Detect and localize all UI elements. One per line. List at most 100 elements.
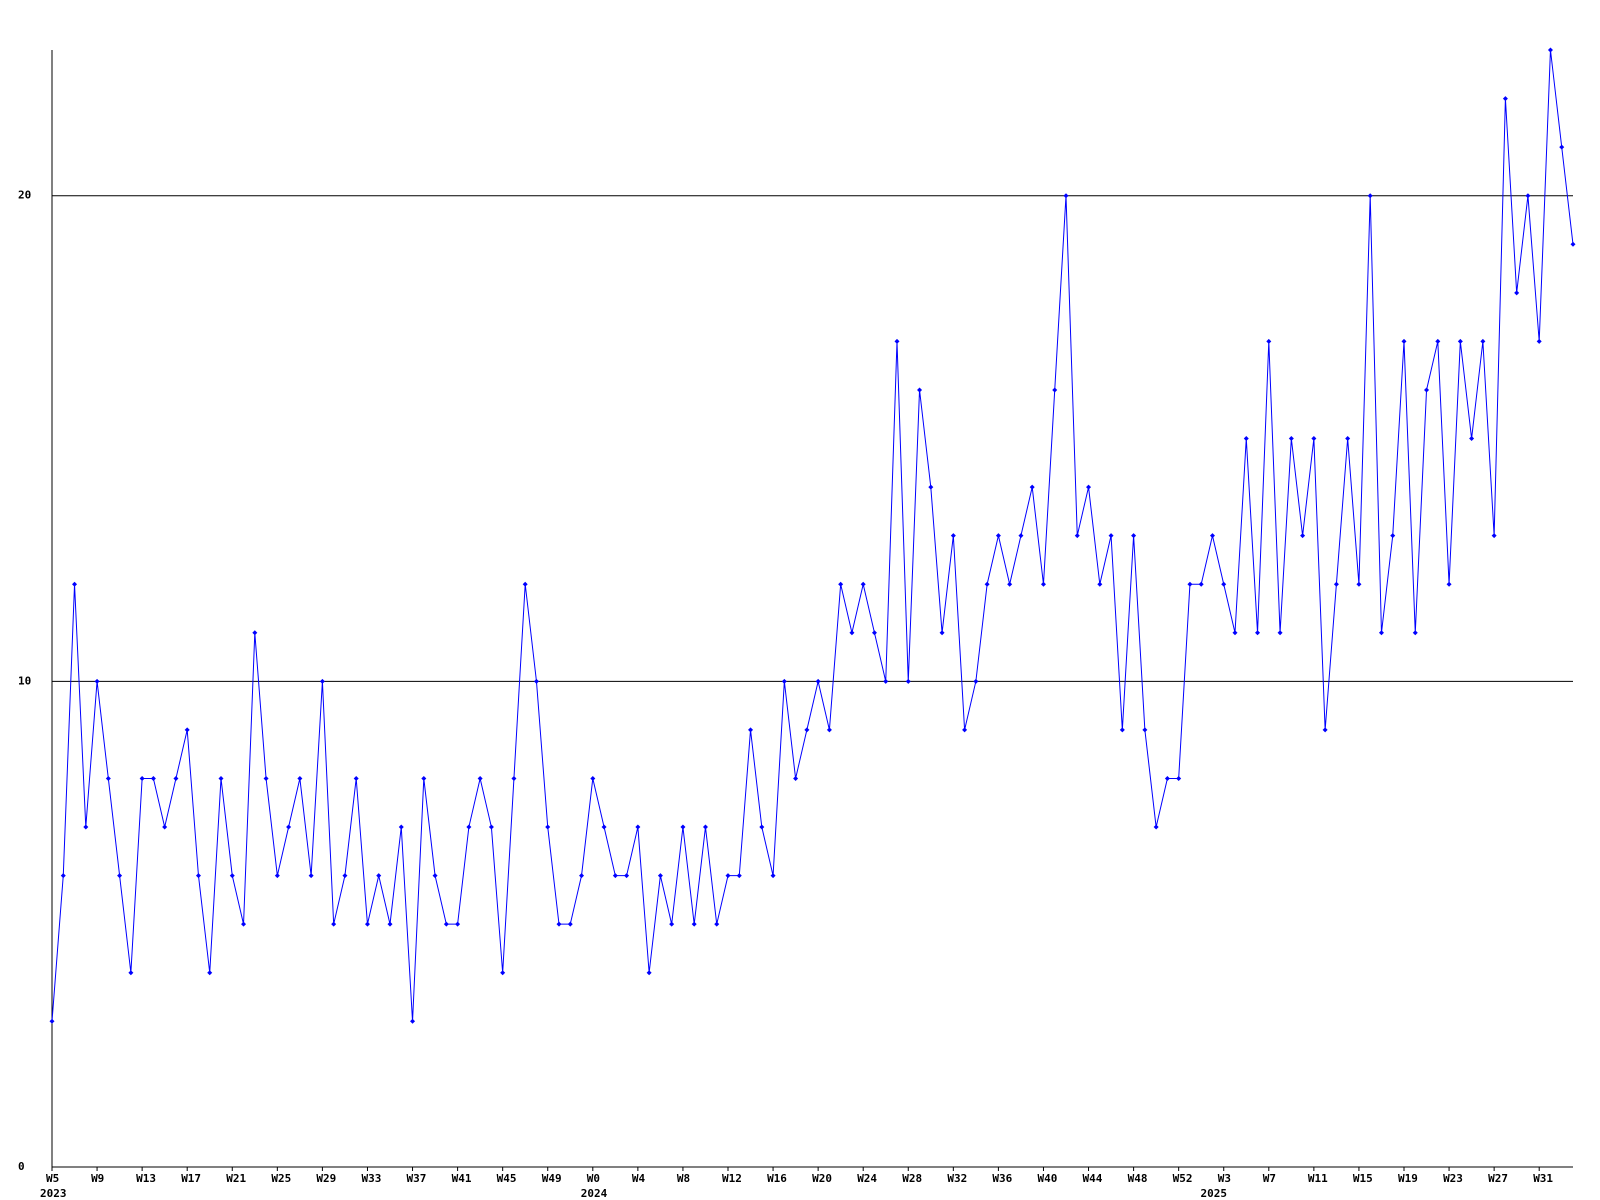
point-marker — [950, 533, 956, 539]
point-marker — [443, 921, 449, 927]
point-marker — [1052, 387, 1058, 393]
point-marker — [871, 630, 877, 636]
x-tick-label: W12 — [722, 1172, 742, 1185]
point-marker — [1176, 775, 1182, 781]
point-marker — [815, 678, 821, 684]
x-tick-label: W21 — [226, 1172, 246, 1185]
point-marker — [894, 338, 900, 344]
point-marker — [1288, 436, 1294, 442]
point-marker — [962, 727, 968, 733]
point-marker — [1514, 290, 1520, 296]
point-marker — [995, 533, 1001, 539]
point-marker — [883, 678, 889, 684]
point-marker — [1266, 338, 1272, 344]
point-marker — [117, 873, 123, 879]
point-marker — [714, 921, 720, 927]
point-marker — [500, 970, 506, 976]
point-marker — [1097, 581, 1103, 587]
point-marker — [387, 921, 393, 927]
point-marker — [195, 873, 201, 879]
year-label: 2024 — [581, 1187, 608, 1200]
point-marker — [286, 824, 292, 830]
point-marker — [1547, 47, 1553, 53]
point-marker — [748, 727, 754, 733]
x-tick-label: W9 — [91, 1172, 104, 1185]
point-marker — [1333, 581, 1339, 587]
point-marker — [319, 678, 325, 684]
point-marker — [1063, 193, 1069, 199]
point-marker — [105, 775, 111, 781]
point-marker — [162, 824, 168, 830]
point-marker — [533, 678, 539, 684]
point-marker — [150, 775, 156, 781]
point-marker — [1255, 630, 1261, 636]
x-tick-label: W24 — [857, 1172, 877, 1185]
point-marker — [1345, 436, 1351, 442]
point-marker — [353, 775, 359, 781]
point-marker — [398, 824, 404, 830]
point-marker — [72, 581, 78, 587]
point-marker — [1457, 338, 1463, 344]
point-marker — [1277, 630, 1283, 636]
point-marker — [646, 970, 652, 976]
point-marker — [725, 873, 731, 879]
x-tick-label: W45 — [497, 1172, 517, 1185]
point-marker — [590, 775, 596, 781]
x-tick-label: W44 — [1083, 1172, 1103, 1185]
point-marker — [511, 775, 517, 781]
point-marker — [1502, 96, 1508, 102]
point-marker — [1424, 387, 1430, 393]
point-marker — [1232, 630, 1238, 636]
x-tick-label: W0 — [587, 1172, 600, 1185]
point-marker — [545, 824, 551, 830]
point-marker — [1074, 533, 1080, 539]
point-marker — [579, 873, 585, 879]
x-tick-label: W40 — [1037, 1172, 1057, 1185]
point-marker — [984, 581, 990, 587]
point-marker — [691, 921, 697, 927]
point-marker — [376, 873, 382, 879]
point-marker — [1209, 533, 1215, 539]
point-marker — [522, 581, 528, 587]
point-marker — [1536, 338, 1542, 344]
point-marker — [1378, 630, 1384, 636]
point-marker — [488, 824, 494, 830]
y-tick-label: 10 — [18, 674, 31, 687]
year-label: 2025 — [1200, 1187, 1227, 1200]
point-marker — [308, 873, 314, 879]
y-tick-label: 0 — [18, 1160, 25, 1173]
point-marker — [669, 921, 675, 927]
point-marker — [826, 727, 832, 733]
x-tick-label: W5 — [46, 1172, 59, 1185]
x-tick-label: W28 — [902, 1172, 922, 1185]
point-marker — [1469, 436, 1475, 442]
point-marker — [635, 824, 641, 830]
point-marker — [342, 873, 348, 879]
point-marker — [1401, 338, 1407, 344]
x-tick-label: W36 — [992, 1172, 1012, 1185]
y-tick-label: 20 — [18, 189, 31, 202]
point-marker — [252, 630, 258, 636]
point-marker — [421, 775, 427, 781]
point-marker — [1559, 144, 1565, 150]
point-marker — [1570, 241, 1576, 247]
point-marker — [410, 1018, 416, 1024]
point-marker — [657, 873, 663, 879]
point-marker — [917, 387, 923, 393]
point-marker — [793, 775, 799, 781]
point-marker — [624, 873, 630, 879]
year-label: 2023 — [40, 1187, 67, 1200]
point-marker — [612, 873, 618, 879]
point-marker — [1412, 630, 1418, 636]
point-marker — [1390, 533, 1396, 539]
point-marker — [1311, 436, 1317, 442]
x-tick-label: W3 — [1218, 1172, 1231, 1185]
point-marker — [297, 775, 303, 781]
point-marker — [229, 873, 235, 879]
x-tick-label: W7 — [1263, 1172, 1276, 1185]
x-tick-label: W23 — [1443, 1172, 1463, 1185]
point-marker — [1356, 581, 1362, 587]
point-marker — [274, 873, 280, 879]
point-marker — [1029, 484, 1035, 490]
x-tick-label: W41 — [452, 1172, 472, 1185]
